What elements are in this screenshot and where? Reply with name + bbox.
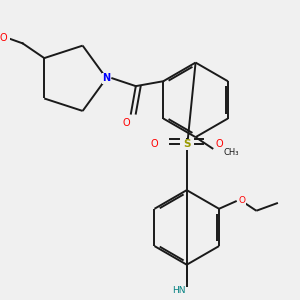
Text: O: O: [122, 118, 130, 128]
Text: O: O: [238, 196, 245, 206]
Text: HN: HN: [172, 286, 186, 295]
Text: O: O: [151, 139, 158, 149]
Text: O: O: [215, 139, 223, 149]
Text: S: S: [183, 139, 190, 149]
Text: O: O: [0, 34, 7, 44]
Text: N: N: [102, 73, 110, 83]
Text: CH₃: CH₃: [223, 148, 238, 158]
